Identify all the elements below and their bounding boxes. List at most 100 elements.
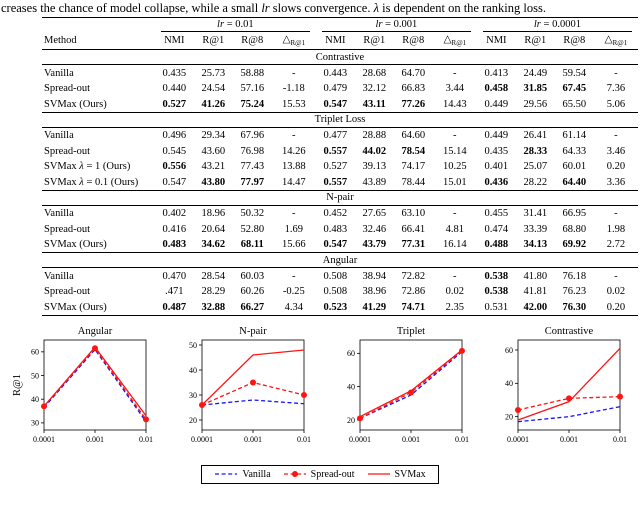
section-title: Triplet Loss (42, 111, 638, 128)
value-cell: 76.18 (562, 270, 587, 282)
method-name: Vanilla (44, 270, 74, 282)
x-tick-label: 0.001 (244, 435, 262, 444)
series-line-spread-out (43, 347, 147, 420)
value-cell: 15.01 (442, 176, 467, 188)
legend-line-sample (215, 473, 238, 476)
value-cell: 1.98 (606, 223, 626, 235)
value-cell: 0.547 (323, 239, 348, 251)
value-cell: .471 (165, 286, 184, 298)
value-cell: 0.508 (323, 270, 348, 282)
value-cell: 2.72 (606, 239, 626, 251)
value-cell: 24.54 (201, 83, 226, 95)
value-cell: 43.89 (362, 176, 387, 188)
value-cell: 28.29 (201, 286, 226, 298)
caption-text: creases the chance of model collapse, wh… (1, 1, 546, 15)
value-cell: 76.23 (562, 286, 587, 298)
value-cell: 43.21 (201, 161, 226, 173)
table-row: SVMax (Ours) 0.527 41.26 75.24 15.53 0.547 43.… (42, 96, 638, 112)
y-tick-label: 60 (347, 349, 355, 358)
method-name: Vanilla (44, 208, 74, 220)
value-cell: 0.496 (162, 130, 187, 142)
y-tick-label: 60 (31, 348, 39, 357)
value-cell: - (614, 270, 618, 282)
value-cell: 67.45 (562, 83, 587, 95)
value-cell: 0.547 (162, 176, 187, 188)
value-cell: 38.94 (362, 270, 387, 282)
column-header: NMI (315, 32, 355, 51)
x-tick-label: 0.001 (86, 435, 104, 444)
table-row: Spread-out 0.416 20.64 52.80 1.69 0.483 32.46 6… (42, 221, 638, 237)
value-cell: 41.26 (201, 98, 226, 110)
value-cell: 26.41 (523, 130, 548, 142)
chart-n-pair: N-pair 20 30 40 50 0.0001 0.001 0.01 (189, 326, 311, 444)
plot-frame (359, 339, 463, 431)
value-cell: 0.416 (162, 223, 187, 235)
value-cell: 60.03 (240, 270, 265, 282)
column-header: R@8 (554, 32, 594, 51)
value-cell: 4.34 (284, 301, 303, 313)
section-header-row: Contrastive (42, 49, 638, 66)
value-cell: 1.69 (284, 223, 303, 235)
value-cell: 0.440 (162, 83, 187, 95)
value-cell: 0.474 (484, 223, 509, 235)
method-name: Spread-out (44, 223, 91, 235)
value-cell: -0.25 (282, 286, 305, 298)
x-tick-label: 0.0001 (191, 435, 213, 444)
value-cell: 34.62 (201, 239, 226, 251)
section-header-row: Triplet Loss (42, 111, 638, 128)
method-name: SVMax (Ours) (44, 301, 107, 313)
value-cell: 31.41 (523, 208, 548, 220)
chart-title: Angular (78, 326, 113, 337)
value-cell: 29.56 (523, 98, 548, 110)
value-cell: 77.31 (401, 239, 426, 251)
y-tick-label: 40 (347, 382, 355, 391)
data-point-marker (143, 416, 149, 423)
value-cell: 0.413 (484, 67, 509, 79)
table-row: Vanilla 0.402 18.96 50.32 - 0.452 27.65 63.10 - 0… (42, 205, 638, 221)
x-tick-label: 0.01 (139, 435, 153, 444)
value-cell: 42.00 (523, 301, 548, 313)
x-tick-label: 0.0001 (507, 435, 529, 444)
legend-line-sample (283, 471, 306, 478)
value-cell: 0.402 (162, 208, 187, 220)
sub-header-row: Method NMI R@1 R@8 △R@1 NMI R@1 R@8 △R@1 NMI R@1 R@… (42, 32, 638, 51)
legend-label: Vanilla (242, 468, 271, 480)
value-cell: - (614, 208, 618, 220)
value-cell: 0.523 (323, 301, 348, 313)
data-point-marker (250, 379, 256, 386)
value-cell: 16.14 (442, 239, 467, 251)
value-cell: 59.54 (562, 67, 587, 79)
value-cell: 50.32 (240, 208, 265, 220)
legend-row: Vanilla Spread-out SVMax (0, 464, 640, 484)
series-line-vanilla (201, 399, 305, 406)
series-line-svmax (201, 349, 305, 406)
value-cell: 0.452 (323, 208, 348, 220)
method-name: Spread-out (44, 145, 91, 157)
value-cell: 39.13 (362, 161, 387, 173)
value-cell: - (292, 130, 296, 142)
series-line-spread-out (359, 350, 463, 419)
column-header: NMI (476, 32, 516, 51)
y-tick-label: 40 (505, 379, 513, 388)
column-header: R@1 (515, 32, 555, 51)
value-cell: 24.49 (523, 67, 548, 79)
series-line-svmax (517, 347, 621, 421)
value-cell: 34.13 (523, 239, 548, 251)
series-line-spread-out (201, 381, 305, 406)
column-header-delta: △R@1 (432, 32, 477, 51)
value-cell: 0.436 (484, 176, 509, 188)
value-cell: 2.35 (445, 301, 464, 313)
y-tick-label: 30 (31, 419, 39, 428)
value-cell: 25.07 (523, 161, 548, 173)
value-cell: 28.54 (201, 270, 226, 282)
value-cell: 0.449 (484, 130, 509, 142)
value-cell: 32.12 (362, 83, 387, 95)
value-cell: 15.14 (442, 145, 467, 157)
legend-item: Spread-out (283, 469, 355, 480)
value-cell: 33.39 (523, 223, 548, 235)
value-cell: 74.71 (401, 301, 426, 313)
group-header: lr = 0.01 (155, 18, 316, 33)
value-cell: 60.01 (562, 161, 587, 173)
value-cell: 20.64 (201, 223, 226, 235)
value-cell: 75.24 (240, 98, 265, 110)
